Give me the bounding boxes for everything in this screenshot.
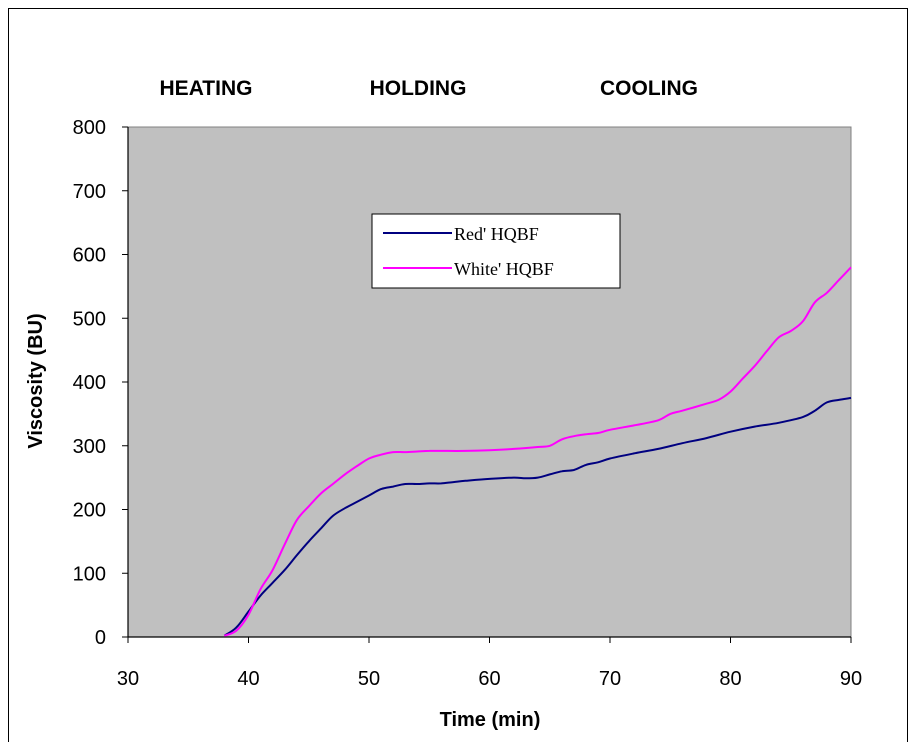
x-tick-labels: 30 40 50 60 70 80 90 [117, 668, 862, 690]
y-axis-title: Viscosity (BU) [25, 313, 47, 448]
y-tick-label: 800 [73, 117, 106, 139]
phase-label-cooling: COOLING [600, 77, 698, 100]
y-tick-label: 400 [73, 372, 106, 394]
y-tick-label: 0 [95, 627, 106, 649]
phase-label-heating: HEATING [160, 77, 253, 100]
y-tick-label: 200 [73, 500, 106, 522]
x-tick-label: 60 [478, 668, 500, 690]
y-tick-label: 600 [73, 245, 106, 267]
y-tick-label: 700 [73, 181, 106, 203]
axes [122, 126, 852, 643]
series-lines [223, 266, 852, 637]
legend-box [371, 213, 621, 289]
legend: Red' HQBF White' HQBF [371, 213, 621, 289]
y-tick-labels: 0 100 200 300 400 500 600 700 800 [73, 117, 106, 649]
legend-label-white-hqbf: White' HQBF [454, 259, 554, 279]
x-tick-label: 70 [599, 668, 621, 690]
x-axis-title: Time (min) [440, 709, 541, 731]
y-tick-label: 100 [73, 563, 106, 585]
phase-label-holding: HOLDING [370, 77, 467, 100]
plot-area [127, 126, 852, 638]
x-tick-label: 30 [117, 668, 139, 690]
x-tick-label: 80 [719, 668, 741, 690]
y-tick-label: 500 [73, 308, 106, 330]
x-tick-label: 40 [237, 668, 259, 690]
x-tick-label: 90 [840, 668, 862, 690]
legend-label-red-hqbf: Red' HQBF [454, 224, 539, 244]
y-tick-label: 300 [73, 436, 106, 458]
x-tick-label: 50 [358, 668, 380, 690]
series-line-white-hqbf [224, 266, 852, 637]
series-line-red-hqbf [223, 396, 852, 637]
